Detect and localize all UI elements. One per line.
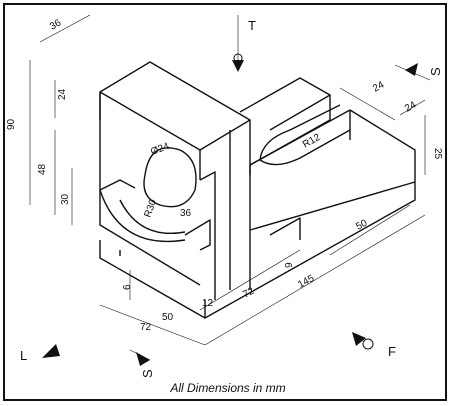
- slot-r12: [259, 104, 341, 161]
- dimension-text: 36 90 24 48 30 Ø24 R30 36 6 50 72 12 72 …: [6, 17, 443, 333]
- top-view-arrow-head: [232, 60, 244, 72]
- section-bottom-arrow-head: [136, 352, 150, 366]
- dim-24-right-b: 24: [403, 99, 419, 114]
- dim-12: 12: [202, 298, 214, 309]
- front-view-arrow-tail: [362, 338, 374, 350]
- dim-145: 145: [296, 273, 316, 291]
- label-section-right: S: [428, 67, 443, 76]
- hole-24: [143, 147, 197, 208]
- dim-25: 25: [432, 148, 443, 160]
- dim-72-bottom: 72: [140, 322, 152, 333]
- left-block-top: [99, 61, 251, 151]
- dim-48: 48: [37, 163, 48, 175]
- dim-50-bottom: 50: [162, 312, 174, 323]
- object-outline: [99, 61, 416, 319]
- right-arm-top-face: [249, 109, 416, 182]
- left-block-left-face: [99, 92, 201, 286]
- label-top-view: T: [248, 18, 256, 33]
- dim-72-mid: 72: [241, 286, 256, 301]
- dim-9: 9: [284, 262, 295, 268]
- label-section-bottom: S: [140, 369, 155, 378]
- drawing-border: [3, 3, 447, 401]
- dim-36-top: 36: [48, 17, 64, 32]
- section-right-arrow-head: [405, 63, 418, 76]
- label-left-view: L: [20, 348, 27, 363]
- dim-6: 6: [122, 284, 133, 290]
- dim-24-right-a: 24: [371, 79, 387, 94]
- dim-90: 90: [6, 118, 17, 130]
- base-front-face: [99, 240, 206, 319]
- view-arrows: [42, 53, 418, 366]
- label-front-view: F: [388, 344, 396, 359]
- front-view-arrow-head: [352, 332, 366, 346]
- left-view-arrow-head: [42, 344, 60, 358]
- top-view-arrow-tail: [233, 53, 243, 63]
- base-right-face: [204, 182, 416, 319]
- right-arm-top: [239, 77, 331, 131]
- dim-phi24: Ø24: [149, 141, 171, 158]
- caption: All Dimensions in mm: [170, 381, 286, 395]
- dim-50-right: 50: [354, 218, 369, 233]
- dim-r30: R30: [142, 198, 159, 219]
- lower-bore-arc: [99, 189, 186, 243]
- view-labels: T L F S S: [20, 18, 443, 378]
- dim-36-slot: 36: [180, 208, 192, 219]
- dim-24-left: 24: [57, 88, 68, 100]
- notch: [269, 217, 301, 240]
- dim-30-left: 30: [60, 193, 71, 205]
